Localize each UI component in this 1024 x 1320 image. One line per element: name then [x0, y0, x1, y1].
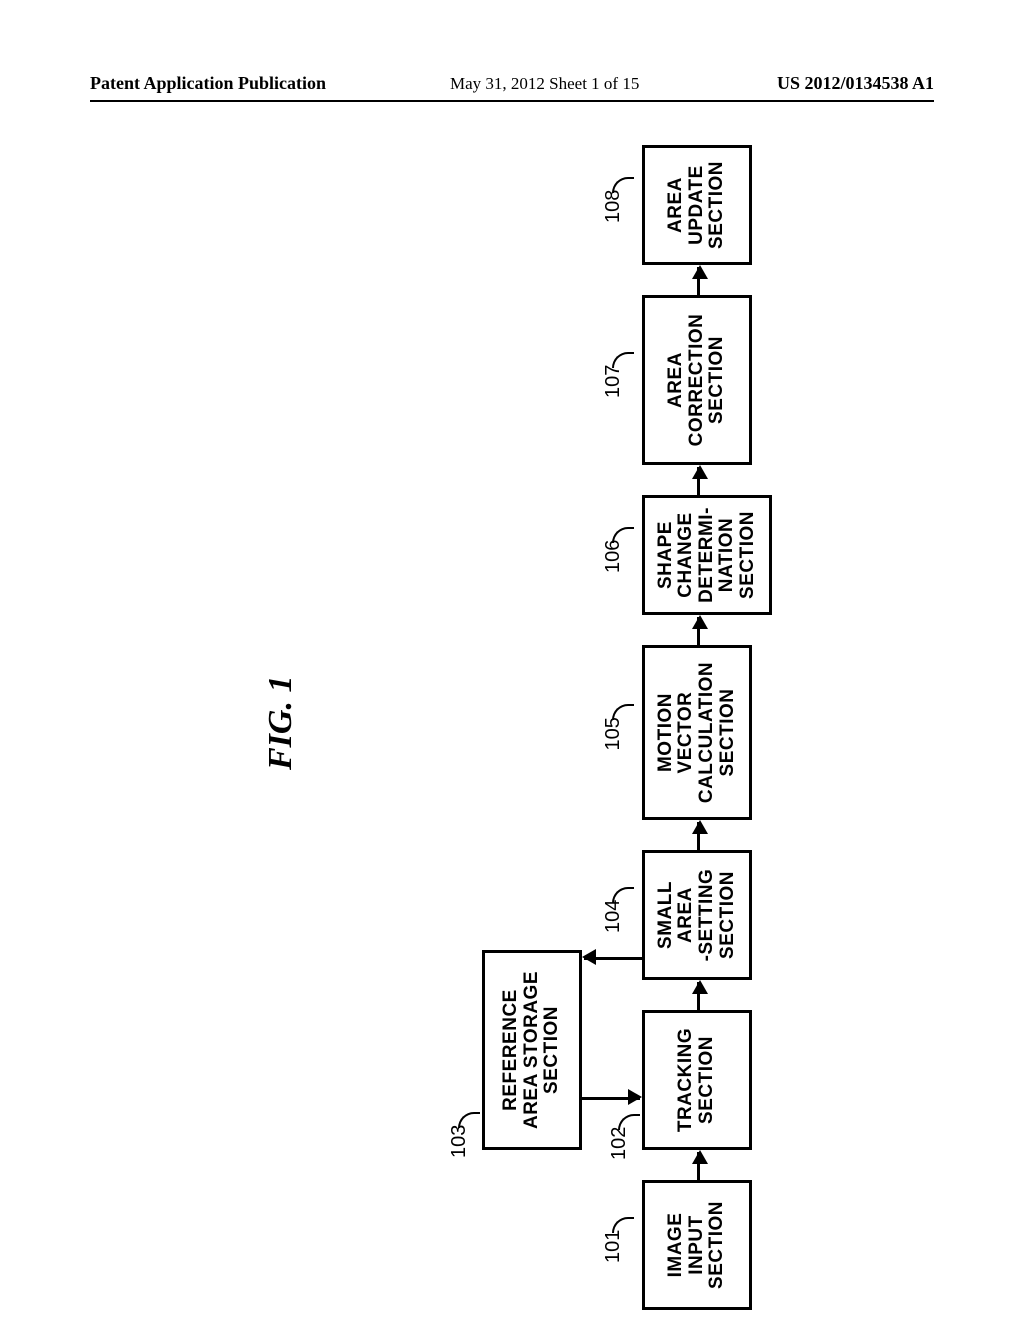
arrow-105-106 — [697, 617, 700, 645]
arrow-106-107 — [697, 467, 700, 495]
ref-leader-108 — [612, 177, 634, 193]
block-103: REFERENCE AREA STORAGE SECTION — [482, 950, 582, 1150]
ref-leader-105 — [612, 705, 634, 721]
figure-title: FIG. 1 — [262, 676, 300, 770]
ref-105: 105 — [602, 717, 625, 750]
ref-leader-104 — [612, 887, 634, 903]
block-101: IMAGE INPUT SECTION — [642, 1180, 752, 1310]
block-106: SHAPE CHANGE DETERMI- NATION SECTION — [642, 495, 772, 615]
ref-leader-103 — [458, 1112, 480, 1128]
block-107: AREA CORRECTION SECTION — [642, 295, 752, 465]
arrow-101-102 — [697, 1152, 700, 1180]
arrow-107-108 — [697, 267, 700, 295]
page: Patent Application Publication May 31, 2… — [0, 0, 1024, 1320]
page-header: Patent Application Publication May 31, 2… — [90, 70, 934, 102]
ref-103: 103 — [448, 1125, 471, 1158]
arrow-104-105 — [697, 822, 700, 850]
ref-108: 108 — [602, 190, 625, 223]
ref-leader-107 — [612, 352, 634, 368]
arrow-103-102 — [582, 1097, 640, 1100]
ref-leader-101 — [612, 1217, 634, 1233]
ref-102: 102 — [608, 1127, 631, 1160]
ref-leader-106 — [612, 527, 634, 543]
arrow-102-104 — [697, 982, 700, 1010]
block-102: TRACKING SECTION — [642, 1010, 752, 1150]
block-105: MOTION VECTOR CALCULATION SECTION — [642, 645, 752, 820]
header-right: US 2012/0134538 A1 — [777, 73, 934, 94]
ref-101: 101 — [602, 1230, 625, 1263]
arrow-104-103 — [584, 957, 642, 960]
block-104: SMALL AREA -SETTING SECTION — [642, 850, 752, 980]
header-left: Patent Application Publication — [90, 73, 326, 94]
ref-104: 104 — [602, 900, 625, 933]
ref-106: 106 — [602, 540, 625, 573]
flowchart: FIG. 1 IMAGE INPUT SECTION101TRACKING SE… — [132, 170, 892, 1270]
ref-leader-102 — [618, 1114, 640, 1130]
ref-107: 107 — [602, 365, 625, 398]
header-mid: May 31, 2012 Sheet 1 of 15 — [450, 74, 639, 94]
block-108: AREA UPDATE SECTION — [642, 145, 752, 265]
